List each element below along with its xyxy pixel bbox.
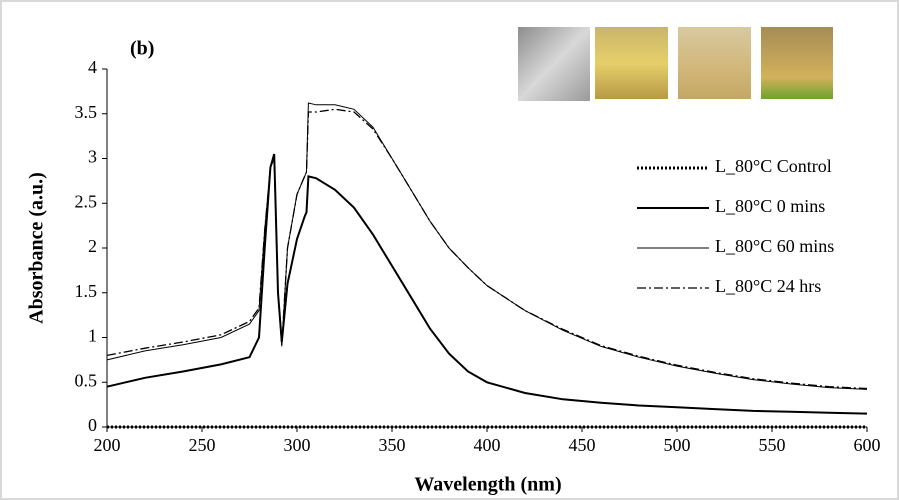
photo <box>595 27 668 99</box>
photo <box>518 27 590 101</box>
x-tick-label: 550 <box>759 435 786 455</box>
y-tick-label: 3 <box>88 147 97 167</box>
legend-label: L_80°C 60 mins <box>715 236 834 256</box>
y-tick-label: 4 <box>88 57 97 77</box>
data-line <box>106 108 868 390</box>
legend-label: L_80°C 0 mins <box>715 196 825 216</box>
x-tick-label: 400 <box>474 435 501 455</box>
y-tick-label: 2.5 <box>75 191 98 211</box>
x-tick-label: 250 <box>189 435 216 455</box>
x-tick-label: 500 <box>664 435 691 455</box>
y-tick-label: 1.5 <box>75 281 98 301</box>
chart-title: (b) <box>130 38 154 60</box>
x-tick-label: 200 <box>94 435 121 455</box>
data-line <box>106 153 868 415</box>
y-tick-label: 1 <box>88 326 97 346</box>
legend-label: L_80°C Control <box>715 156 832 176</box>
x-tick-label: 350 <box>379 435 406 455</box>
y-tick-label: 3.5 <box>75 102 98 122</box>
legend-label: L_80°C 24 hrs <box>715 276 821 296</box>
x-tick-label: 600 <box>854 435 881 455</box>
x-axis-label: Wavelength (nm) <box>414 474 561 496</box>
y-axis-label: Absorbance (a.u.) <box>26 172 48 324</box>
x-tick-label: 450 <box>569 435 596 455</box>
photo <box>761 27 833 99</box>
x-tick-label: 300 <box>284 435 311 455</box>
y-tick-label: 0 <box>88 415 97 435</box>
photo <box>678 27 751 99</box>
y-tick-label: 0.5 <box>75 370 98 390</box>
y-tick-label: 2 <box>88 236 97 256</box>
